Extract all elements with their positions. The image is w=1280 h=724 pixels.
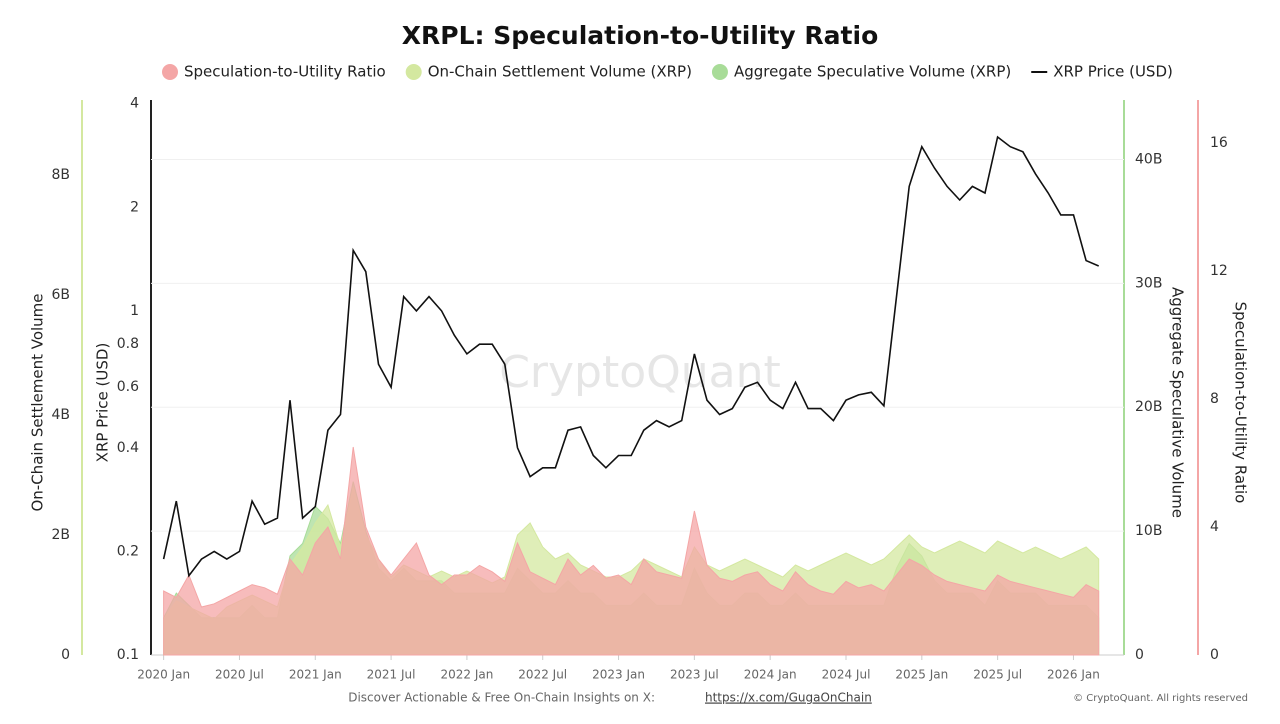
y-tick-label: 0.6 bbox=[117, 379, 139, 395]
legend-label: Aggregate Speculative Volume (XRP) bbox=[734, 63, 1011, 81]
x-tick-label: 2026 Jan bbox=[1047, 668, 1100, 682]
legend-item: On-Chain Settlement Volume (XRP) bbox=[405, 63, 692, 81]
y-tick-label: 4 bbox=[1210, 519, 1219, 535]
x-tick-label: 2020 Jul bbox=[215, 668, 264, 682]
watermark: CryptoQuant bbox=[499, 347, 781, 398]
y-tick-label: 20B bbox=[1135, 399, 1162, 415]
x-tick-label: 2021 Jan bbox=[289, 668, 342, 682]
y-tick-label: 1 bbox=[130, 303, 139, 319]
line bbox=[162, 135, 1100, 578]
footer-text: Discover Actionable & Free On-Chain Insi… bbox=[348, 691, 655, 705]
legend-item: Aggregate Speculative Volume (XRP) bbox=[711, 63, 1011, 81]
x-tick-label: 2025 Jan bbox=[895, 668, 948, 682]
y-tick-label: 4B bbox=[51, 407, 70, 423]
legend-swatch bbox=[162, 64, 178, 80]
legend-label: XRP Price (USD) bbox=[1053, 63, 1173, 81]
x-tick-label: 2024 Jul bbox=[822, 668, 871, 682]
y-tick-label: 12 bbox=[1210, 263, 1228, 279]
x-tick-label: 2023 Jan bbox=[592, 668, 645, 682]
x-tick-label: 2022 Jan bbox=[440, 668, 493, 682]
y-tick-label: 6B bbox=[51, 287, 70, 303]
y-tick-label: 0 bbox=[1135, 647, 1144, 663]
legend-swatch bbox=[405, 64, 422, 80]
y-tick-label: 0 bbox=[1210, 647, 1219, 663]
x-tick-label: 2024 Jan bbox=[744, 668, 797, 682]
y-tick-label: 8 bbox=[1210, 391, 1219, 407]
y-tick-label: 4 bbox=[130, 96, 139, 112]
area bbox=[163, 446, 1100, 656]
y-tick-label: 0.1 bbox=[117, 647, 139, 663]
x-tick-label: 2023 Jul bbox=[670, 668, 719, 682]
legend-label: On-Chain Settlement Volume (XRP) bbox=[428, 63, 692, 81]
copyright: © CryptoQuant. All rights reserved bbox=[1073, 693, 1248, 704]
y-tick-label: 16 bbox=[1210, 135, 1228, 151]
y-tick-label: 0.8 bbox=[117, 336, 139, 352]
legend-swatch bbox=[711, 64, 728, 80]
x-tick-label: 2020 Jan bbox=[137, 668, 190, 682]
axis-title: Speculation-to-Utility Ratio bbox=[1232, 302, 1250, 504]
y-tick-label: 30B bbox=[1135, 275, 1162, 291]
axis-title: On-Chain Settlement Volume bbox=[29, 293, 47, 511]
x-tick-label: 2025 Jul bbox=[973, 668, 1022, 682]
y-tick-label: 0.2 bbox=[117, 543, 139, 559]
footer-link[interactable]: https://x.com/GugaOnChain bbox=[705, 691, 872, 705]
axis-title: Aggregate Speculative Volume bbox=[1169, 287, 1187, 518]
y-tick-label: 0 bbox=[61, 647, 70, 663]
x-tick-label: 2021 Jul bbox=[367, 668, 416, 682]
legend-label: Speculation-to-Utility Ratio bbox=[184, 63, 386, 81]
axis-title: XRP Price (USD) bbox=[94, 343, 112, 463]
y-tick-label: 2B bbox=[51, 527, 70, 543]
x-tick-label: 2022 Jul bbox=[518, 668, 567, 682]
y-tick-label: 40B bbox=[1135, 151, 1162, 167]
y-tick-label: 2 bbox=[130, 199, 139, 215]
y-tick-label: 10B bbox=[1135, 523, 1162, 539]
y-tick-label: 0.4 bbox=[117, 440, 139, 456]
chart-title: XRPL: Speculation-to-Utility Ratio bbox=[402, 21, 879, 50]
y-tick-label: 8B bbox=[51, 167, 70, 183]
legend-item: XRP Price (USD) bbox=[1031, 63, 1173, 81]
legend-item: Speculation-to-Utility Ratio bbox=[162, 63, 386, 81]
